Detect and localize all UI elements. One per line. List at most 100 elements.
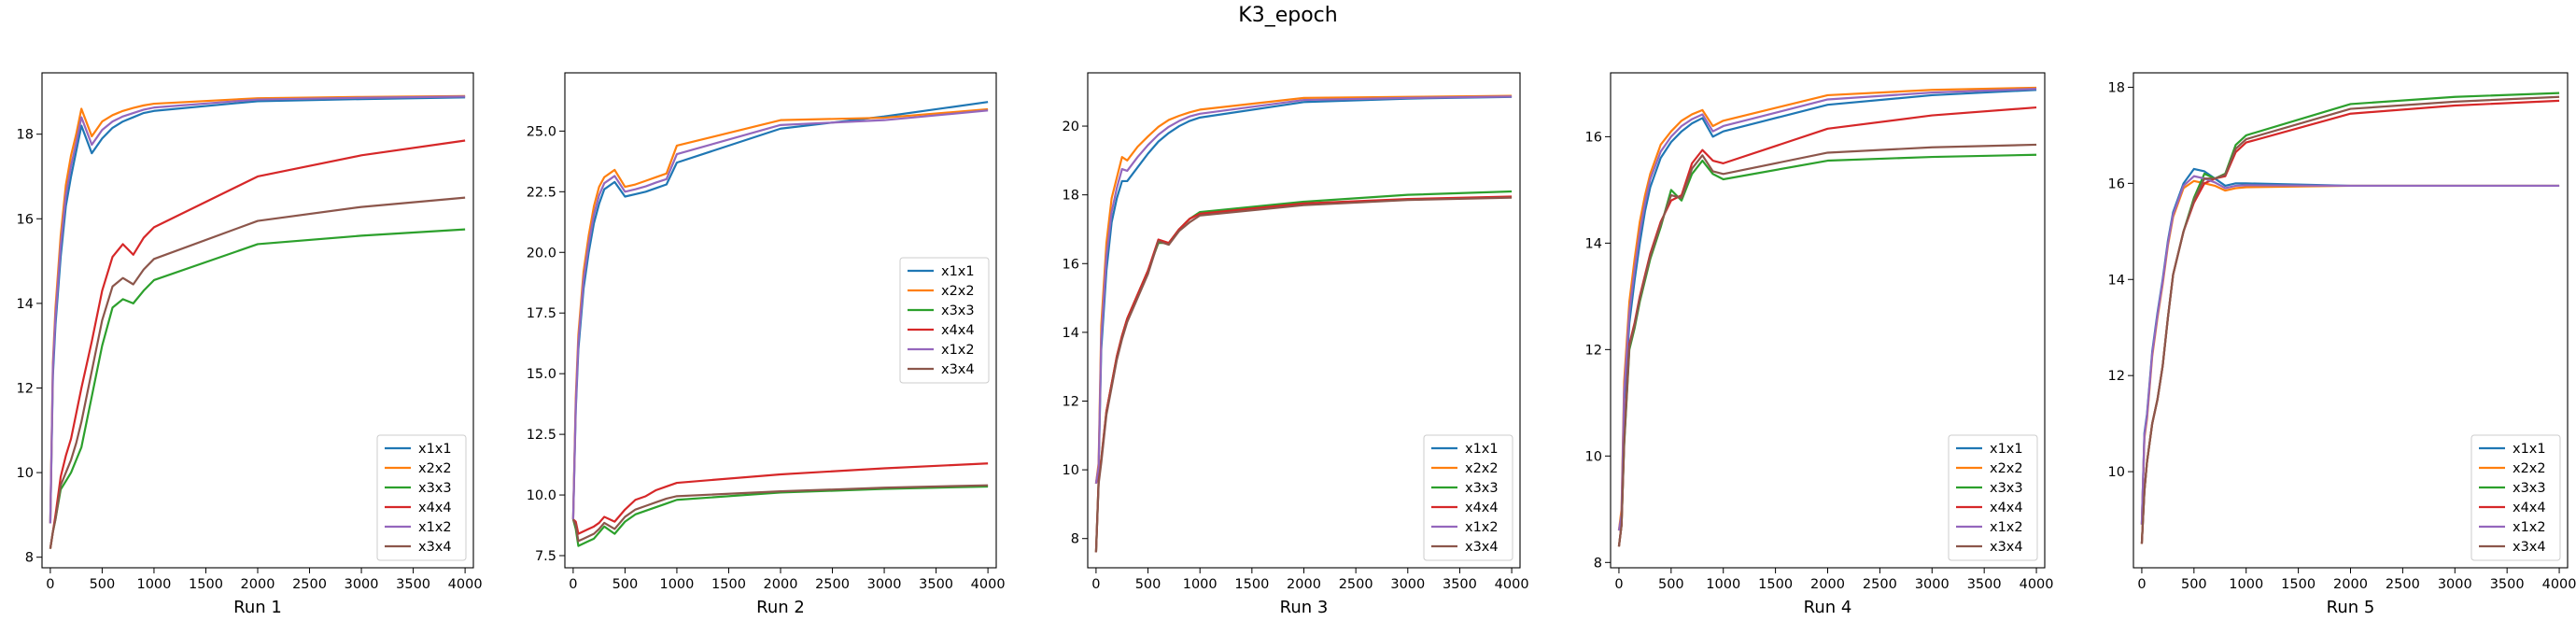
- legend-label-x3x4: x3x4: [1465, 540, 1499, 555]
- series-line-x4x4: [572, 462, 989, 535]
- x-axis-label: Run 2: [756, 598, 805, 617]
- x-tick-label: 500: [2181, 577, 2207, 592]
- legend-label-x2x2: x2x2: [1465, 461, 1499, 476]
- legend-label-x3x3: x3x3: [941, 303, 975, 318]
- series-line-x1x2: [49, 95, 466, 524]
- legend-label-x1x2: x1x2: [418, 520, 452, 535]
- y-tick-label: 10: [1063, 463, 1079, 478]
- legend-label-x1x2: x1x2: [1990, 520, 2023, 535]
- y-tick-label: 10.0: [527, 488, 556, 503]
- legend: x1x1 x2x2 x3x3 x4x4 x1x2 x3x4: [899, 257, 990, 384]
- y-tick-label: 16: [1585, 130, 1602, 145]
- y-tick-label: 17.5: [527, 306, 556, 321]
- series-line-x3x4: [49, 196, 466, 549]
- y-tick-label: 12: [1063, 394, 1079, 409]
- legend-label-x1x1: x1x1: [1465, 442, 1499, 457]
- legend-label-x3x4: x3x4: [2513, 540, 2546, 555]
- x-tick-label: 4000: [1495, 577, 1529, 592]
- legend-label-x4x4: x4x4: [418, 501, 452, 515]
- y-tick-label: 8: [1594, 556, 1602, 571]
- x-axis-label: Run 3: [1280, 598, 1329, 617]
- x-tick-label: 2000: [2333, 577, 2368, 592]
- x-tick-label: 2500: [1863, 577, 1897, 592]
- x-tick-label: 3500: [2490, 577, 2525, 592]
- legend-label-x2x2: x2x2: [941, 284, 975, 299]
- x-tick-label: 4000: [448, 577, 483, 592]
- chart-panel-4: 0 500 1000 1500 2000 2500 3000 3500 4000 8 10 12 14 1…: [1585, 72, 2054, 617]
- x-tick-label: 3000: [345, 577, 379, 592]
- x-tick-label: 500: [612, 577, 639, 592]
- legend-label-x1x2: x1x2: [2513, 520, 2546, 535]
- chart-panel-1: 0 500 1000 1500 2000 2500 3000 3500 4000 8 10 12 14 1…: [17, 72, 483, 617]
- legend-label-x1x1: x1x1: [941, 264, 975, 279]
- y-tick-label: 16: [2108, 176, 2125, 191]
- series-line-x3x4: [1617, 143, 2037, 547]
- x-tick-label: 3000: [867, 577, 902, 592]
- y-tick-label: 12: [2108, 369, 2125, 384]
- x-tick-label: 2000: [1287, 577, 1321, 592]
- legend-label-x3x3: x3x3: [418, 481, 452, 496]
- x-tick-label: 500: [1658, 577, 1684, 592]
- legend-label-x2x2: x2x2: [1990, 461, 2023, 476]
- x-tick-label: 2500: [292, 577, 327, 592]
- x-tick-label: 1500: [189, 577, 223, 592]
- y-tick-label: 7.5: [535, 549, 556, 564]
- y-tick-label: 18: [1063, 189, 1079, 204]
- x-tick-label: 0: [1091, 577, 1100, 592]
- x-tick-label: 500: [90, 577, 116, 592]
- legend: x1x1 x2x2 x3x3 x4x4 x1x2 x3x4: [1948, 434, 2038, 561]
- x-tick-label: 3500: [396, 577, 430, 592]
- x-axis-label: Run 5: [2327, 598, 2375, 617]
- legend-label-x3x3: x3x3: [2513, 481, 2546, 496]
- y-tick-label: 20.0: [527, 246, 556, 261]
- series-line-x2x2: [1094, 94, 1513, 484]
- x-tick-label: 3000: [1915, 577, 1950, 592]
- chart-panel-3: 0 500 1000 1500 2000 2500 3000 3500 4000 8 10 12 14 1…: [1063, 72, 1529, 617]
- legend-label-x4x4: x4x4: [941, 323, 975, 338]
- x-axis-label: Run 4: [1804, 598, 1852, 617]
- x-tick-label: 4000: [971, 577, 1006, 592]
- legend-label-x3x4: x3x4: [941, 362, 975, 377]
- y-tick-label: 12.5: [527, 428, 556, 443]
- series-line-x1x2: [1094, 95, 1513, 484]
- legend-label-x2x2: x2x2: [2513, 461, 2546, 476]
- series-line-x1x1: [1094, 95, 1513, 485]
- legend-label-x2x2: x2x2: [418, 461, 452, 476]
- y-tick-label: 10: [17, 466, 34, 481]
- series-line-x4x4: [49, 139, 466, 549]
- x-tick-label: 3000: [1390, 577, 1425, 592]
- figure-title: K3_epoch: [1238, 4, 1338, 27]
- x-tick-label: 2000: [1810, 577, 1845, 592]
- y-tick-label: 20: [1063, 120, 1079, 134]
- chart-panel-2: 0 500 1000 1500 2000 2500 3000 3500 4000 7.5 10.0 1…: [527, 72, 1006, 617]
- x-tick-label: 3500: [1443, 577, 1477, 592]
- y-tick-label: 10: [1585, 449, 1602, 464]
- x-tick-label: 0: [2137, 577, 2146, 592]
- series-line-x1x2: [571, 109, 989, 520]
- x-tick-label: 1500: [2281, 577, 2316, 592]
- x-tick-label: 1500: [1234, 577, 1269, 592]
- y-tick-label: 14: [1585, 236, 1602, 251]
- y-tick-label: 12: [1585, 343, 1602, 358]
- y-tick-label: 25.0: [527, 124, 556, 139]
- legend: x1x1 x2x2 x3x3 x4x4 x1x2 x3x4: [1423, 434, 1513, 561]
- series-line-x3x3: [571, 485, 989, 547]
- y-tick-label: 16: [1063, 257, 1079, 272]
- legend-label-x3x3: x3x3: [1465, 481, 1499, 496]
- legend: x1x1 x2x2 x3x3 x4x4 x1x2 x3x4: [376, 434, 467, 561]
- x-tick-label: 0: [569, 577, 577, 592]
- y-tick-label: 12: [17, 381, 34, 396]
- legend-label-x1x1: x1x1: [2513, 442, 2546, 457]
- legend-box: [1948, 434, 2038, 561]
- y-tick-label: 18: [17, 128, 34, 143]
- legend-label-x4x4: x4x4: [1990, 501, 2023, 515]
- x-tick-label: 3000: [2438, 577, 2472, 592]
- y-tick-label: 14: [2108, 273, 2125, 288]
- legend-label-x1x1: x1x1: [1990, 442, 2023, 457]
- chart-panel-5: 0 500 1000 1500 2000 2500 3000 3500 4000 10 12 14 16…: [2108, 72, 2576, 617]
- x-tick-label: 2500: [815, 577, 850, 592]
- x-tick-label: 1500: [711, 577, 746, 592]
- legend-box: [376, 434, 467, 561]
- x-tick-label: 3500: [919, 577, 953, 592]
